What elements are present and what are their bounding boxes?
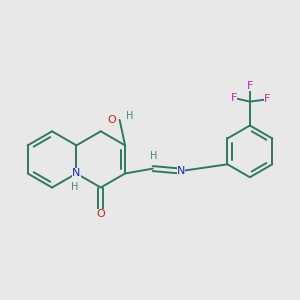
- Text: O: O: [96, 209, 105, 219]
- Text: H: H: [151, 151, 158, 161]
- Text: N: N: [72, 169, 81, 178]
- Text: F: F: [247, 81, 253, 91]
- Text: N: N: [177, 166, 185, 176]
- Text: O: O: [107, 115, 116, 125]
- Text: H: H: [126, 111, 133, 122]
- Text: F: F: [231, 93, 237, 103]
- Text: H: H: [71, 182, 78, 192]
- Text: F: F: [264, 94, 270, 104]
